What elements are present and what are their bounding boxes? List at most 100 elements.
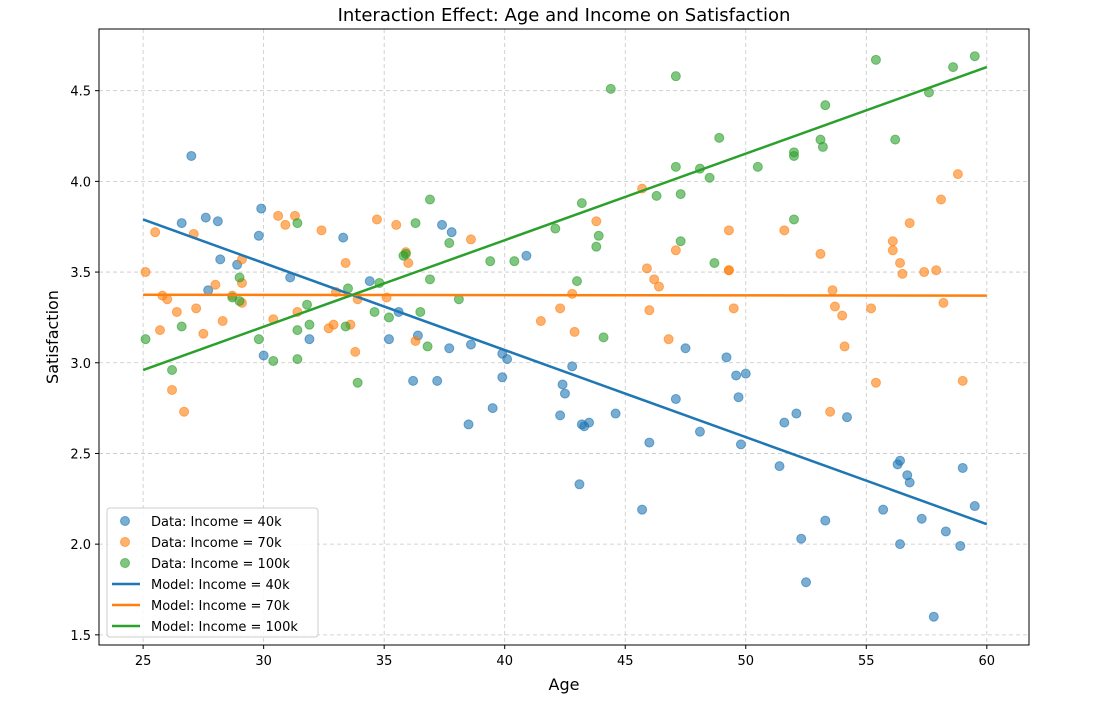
axis-ticks: 25 30 35 40 45 50 55 60 1.5 2.0 2.5 3.0 3.5 4.0 4.5 <box>70 85 995 669</box>
x-tick-label: 45 <box>617 654 634 669</box>
data-point-series-1 <box>154 325 165 336</box>
data-point-series-0 <box>878 504 889 515</box>
data-point-series-2 <box>424 274 435 285</box>
data-point-series-0 <box>796 533 807 544</box>
y-tick-label: 4.5 <box>70 85 91 100</box>
data-point-series-2 <box>598 332 609 343</box>
data-point-series-2 <box>410 218 421 229</box>
data-point-series-0 <box>463 419 474 430</box>
x-tick-label: 55 <box>858 654 875 669</box>
data-point-series-2 <box>752 161 763 172</box>
data-point-series-0 <box>916 513 927 524</box>
data-point-series-1 <box>866 303 877 314</box>
data-point-series-1 <box>162 294 173 305</box>
data-point-series-1 <box>839 341 850 352</box>
data-point-series-2 <box>167 365 178 376</box>
data-point-series-0 <box>584 417 595 428</box>
model-line-0 <box>142 218 988 526</box>
data-point-series-0 <box>559 388 570 399</box>
data-point-series-1 <box>191 303 202 314</box>
data-point-series-2 <box>304 319 315 330</box>
data-point-series-2 <box>704 172 715 183</box>
y-tick-label: 2.0 <box>70 538 91 553</box>
data-point-series-0 <box>670 394 681 405</box>
legend-label: Data: Income = 70k <box>151 536 282 551</box>
data-point-series-0 <box>644 437 655 448</box>
data-point-series-0 <box>497 372 508 383</box>
model-line-1 <box>143 293 987 297</box>
data-point-series-1 <box>919 267 930 278</box>
data-point-series-0 <box>465 339 476 350</box>
data-point-series-0 <box>502 354 513 365</box>
data-point-series-2 <box>140 334 151 345</box>
y-axis-label: Satisfaction <box>43 290 62 384</box>
data-point-series-2 <box>670 161 681 172</box>
data-point-series-1 <box>316 225 327 236</box>
data-point-series-0 <box>955 540 966 551</box>
data-point-series-1 <box>728 303 739 314</box>
data-point-series-2 <box>890 134 901 145</box>
data-point-series-0 <box>801 577 812 588</box>
data-point-series-2 <box>675 189 686 200</box>
data-point-series-2 <box>352 377 363 388</box>
data-point-series-0 <box>256 203 267 214</box>
data-point-series-0 <box>432 375 443 386</box>
legend-marker <box>120 558 130 568</box>
data-point-series-1 <box>210 279 221 290</box>
data-point-series-2 <box>400 248 411 259</box>
data-point-series-0 <box>212 216 223 227</box>
data-point-series-2 <box>948 62 959 73</box>
data-point-series-1 <box>150 227 161 238</box>
data-point-series-2 <box>485 256 496 267</box>
data-point-series-0 <box>740 368 751 379</box>
model-line-2 <box>142 65 988 372</box>
data-point-series-1 <box>663 334 674 345</box>
data-point-series-2 <box>302 299 313 310</box>
data-point-series-1 <box>535 316 546 327</box>
scatter-points <box>140 51 980 622</box>
data-point-series-0 <box>446 227 457 238</box>
data-point-series-0 <box>842 412 853 423</box>
data-point-series-0 <box>304 334 315 345</box>
data-point-series-1 <box>938 297 949 308</box>
data-point-series-1 <box>391 219 402 230</box>
legend-label: Data: Income = 40k <box>151 515 282 530</box>
data-point-series-0 <box>383 334 394 345</box>
data-point-series-0 <box>364 276 375 287</box>
data-point-series-1 <box>350 346 361 357</box>
data-point-series-0 <box>200 212 211 223</box>
legend-label: Model: Income = 40k <box>151 578 290 593</box>
data-point-series-2 <box>817 141 828 152</box>
data-point-series-2 <box>424 194 435 205</box>
data-point-series-1 <box>167 384 178 395</box>
data-point-series-2 <box>709 257 720 268</box>
data-point-series-0 <box>694 426 705 437</box>
data-point-series-1 <box>591 216 602 227</box>
data-point-series-1 <box>179 406 190 417</box>
data-point-series-1 <box>567 288 578 299</box>
data-point-series-0 <box>774 461 785 472</box>
data-point-series-1 <box>931 265 942 276</box>
data-point-series-0 <box>557 379 568 390</box>
data-point-series-0 <box>820 515 831 526</box>
data-point-series-1 <box>410 335 421 346</box>
data-point-series-1 <box>887 236 898 247</box>
data-point-series-0 <box>186 150 197 161</box>
data-point-series-1 <box>171 306 182 317</box>
data-point-series-2 <box>234 296 245 307</box>
data-point-series-1 <box>887 245 898 256</box>
model-lines <box>142 65 988 526</box>
y-tick-label: 1.5 <box>70 629 91 644</box>
data-point-series-2 <box>605 83 616 94</box>
data-point-series-0 <box>779 417 790 428</box>
data-point-series-2 <box>576 198 587 209</box>
legend: Data: Income = 40k Data: Income = 70k Data… <box>106 507 319 638</box>
data-point-series-0 <box>444 343 455 354</box>
data-point-series-0 <box>733 392 744 403</box>
data-point-series-1 <box>825 406 836 417</box>
data-point-series-0 <box>215 254 226 265</box>
data-point-series-0 <box>437 219 448 230</box>
data-point-series-0 <box>791 408 802 419</box>
legend-marker <box>120 516 130 526</box>
